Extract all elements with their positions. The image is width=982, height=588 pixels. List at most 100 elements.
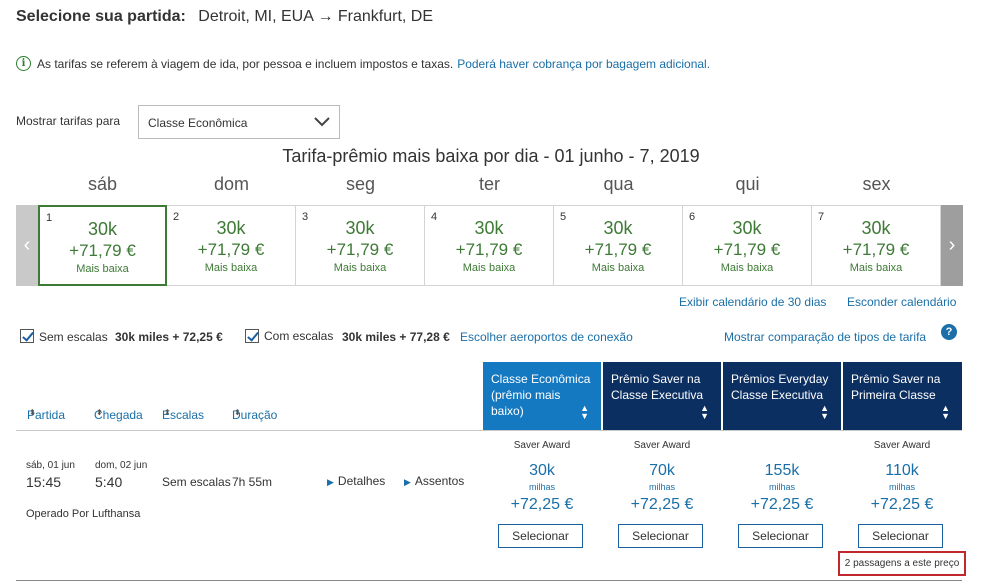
connection-airports-link[interactable]: Escolher aeroportos de conexão xyxy=(460,330,633,344)
day-lowest-label: Mais baixa xyxy=(204,262,258,274)
column-title-line: Prêmios Everyday xyxy=(731,372,829,386)
day-miles: 30k xyxy=(861,218,891,238)
operated-by: Operado Por Lufthansa xyxy=(26,508,141,520)
fare-comparison-link[interactable]: Mostrar comparação de tipos de tarifa xyxy=(724,330,927,344)
miles-label: milhas xyxy=(768,482,795,492)
heading-label: Selecione sua partida: xyxy=(16,8,186,25)
fare-cell-business-saver: Saver Award 70k milhas +72,25 € Selecion… xyxy=(602,440,722,550)
dow-label: sex xyxy=(862,174,891,194)
fare-miles: 30k xyxy=(529,462,555,479)
select-business-everyday-button[interactable]: Selecionar xyxy=(738,524,823,548)
day-lowest-label: Mais baixa xyxy=(333,262,387,274)
page-heading: Selecione sua partida: Detroit, MI, EUA … xyxy=(16,8,433,26)
table-divider xyxy=(16,430,962,431)
select-business-saver-button[interactable]: Selecionar xyxy=(618,524,703,548)
dow-label: dom xyxy=(213,174,249,194)
connecting-checkbox[interactable] xyxy=(245,329,259,343)
column-title-line: Primeira Classe xyxy=(851,388,936,402)
day-lowest-label: Mais baixa xyxy=(720,262,774,274)
chevron-down-icon xyxy=(314,117,330,127)
fare-class-select[interactable]: Classe Econômica xyxy=(138,105,340,139)
fare-column-business-saver[interactable]: Prêmio Saver na Classe Executiva ▲ ▼ xyxy=(603,362,721,430)
seats-link[interactable]: ▶ Assentos xyxy=(404,474,464,488)
seats-remaining-note: 2 passagens a este preço xyxy=(838,551,966,576)
stops-value: Sem escalas xyxy=(162,475,231,489)
calendar-day-cell[interactable]: 2 30k +71,79 € Mais baixa xyxy=(167,205,296,286)
fare-price: +72,25 € xyxy=(750,496,814,513)
fare-price: +72,25 € xyxy=(630,496,694,513)
sort-label: Chegada xyxy=(94,408,143,422)
day-lowest-label: Mais baixa xyxy=(591,262,645,274)
column-title-line: (prêmio mais xyxy=(491,388,561,402)
fare-cell-economy: Saver Award 30k milhas +72,25 € Selecion… xyxy=(482,440,602,550)
calendar-title: Tarifa-prêmio mais baixa por dia - 01 ju… xyxy=(282,146,700,166)
connecting-price: 30k miles + 77,28 € xyxy=(342,330,450,344)
chevron-left-icon: ‹ xyxy=(23,234,31,256)
help-icon[interactable]: ? xyxy=(941,324,957,340)
dow-label: qui xyxy=(735,174,760,194)
day-miles: 30k xyxy=(732,218,762,238)
stops-filter-row: Sem escalas 30k miles + 72,25 € Com esca… xyxy=(0,324,982,348)
arrival-time: 5:40 xyxy=(95,474,123,490)
day-price: +71,79 € xyxy=(197,240,265,259)
hide-calendar-link[interactable]: Esconder calendário xyxy=(847,295,957,309)
calendar-prev-button[interactable]: ‹ xyxy=(16,205,38,286)
fare-miles: 155k xyxy=(764,462,800,479)
award-type: Saver Award xyxy=(513,440,571,451)
fare-cell-first-saver: Saver Award 110k milhas +72,25 € Selecio… xyxy=(842,440,962,550)
dow-label: seg xyxy=(345,174,376,194)
caret-right-icon: ▶ xyxy=(327,477,334,487)
day-number: 2 xyxy=(173,211,180,223)
details-link[interactable]: ▶ Detalhes xyxy=(327,474,385,488)
day-price: +71,79 € xyxy=(713,240,781,259)
duration-value: 7h 55m xyxy=(232,475,273,489)
calendar-day-cell[interactable]: 4 30k +71,79 € Mais baixa xyxy=(425,205,554,286)
dow-label: qua xyxy=(603,174,634,194)
fare-cell-business-everyday: 155k milhas +72,25 € Selecionar xyxy=(722,440,842,550)
fare-column-economy[interactable]: Classe Econômica (prêmio mais baixo) ▲ ▼ xyxy=(483,362,601,430)
sort-arrows-icon: ▲ ▼ xyxy=(820,403,829,421)
calendar-day-cell[interactable]: 7 30k +71,79 € Mais baixa xyxy=(812,205,941,286)
day-number: 6 xyxy=(689,211,696,223)
column-title-line: Classe Executiva xyxy=(731,388,824,402)
sort-header-row: Partida ⬍ Chegada ⬍ Escalas ⬍ Duração ⬍ xyxy=(0,408,480,424)
fare-column-business-everyday[interactable]: Prêmios Everyday Classe Executiva ▲ ▼ xyxy=(723,362,841,430)
day-price: +71,79 € xyxy=(584,240,652,259)
calendar-day-cell[interactable]: 5 30k +71,79 € Mais baixa xyxy=(554,205,683,286)
fare-price: +72,25 € xyxy=(510,496,574,513)
sort-label: Duração xyxy=(232,408,278,422)
fare-column-first-saver[interactable]: Prêmio Saver na Primeira Classe ▲ ▼ xyxy=(843,362,962,430)
sort-icon: ⬍ xyxy=(29,408,36,417)
calendar-next-button[interactable]: › xyxy=(941,205,963,286)
baggage-fee-link[interactable]: Poderá haver cobrança por bagagem adicio… xyxy=(457,56,711,71)
day-price: +71,79 € xyxy=(455,240,523,259)
calendar-day-cell[interactable]: 3 30k +71,79 € Mais baixa xyxy=(296,205,425,286)
sort-icon: ⬍ xyxy=(234,408,241,417)
miles-label: milhas xyxy=(888,482,915,492)
arrival-date: dom, 02 jun xyxy=(95,460,148,471)
day-price: +71,79 € xyxy=(69,241,136,260)
dow-label: ter xyxy=(478,174,500,194)
info-icon: i xyxy=(16,56,31,71)
column-title-line: Prêmio Saver na xyxy=(851,372,941,386)
select-economy-button[interactable]: Selecionar xyxy=(498,524,583,548)
caret-right-icon: ▶ xyxy=(404,477,411,487)
column-title-line: Classe Executiva xyxy=(611,388,704,402)
fare-miles: 110k xyxy=(885,462,919,479)
day-number: 5 xyxy=(560,211,567,223)
show-30-day-calendar-link[interactable]: Exibir calendário de 30 dias xyxy=(679,295,827,309)
calendar-day-cell[interactable]: 1 30k +71,79 € Mais baixa xyxy=(38,205,167,286)
calendar-day-cell[interactable]: 6 30k +71,79 € Mais baixa xyxy=(683,205,812,286)
nonstop-checkbox[interactable] xyxy=(20,329,34,343)
award-type: Saver Award xyxy=(633,440,691,451)
day-miles: 30k xyxy=(216,218,246,238)
day-number: 4 xyxy=(431,211,438,223)
sort-arrows-icon: ▲ ▼ xyxy=(941,403,950,421)
column-title-line: Classe Econômica xyxy=(491,372,591,386)
column-title-line: Prêmio Saver na xyxy=(611,372,701,386)
sort-arrows-icon: ▲ ▼ xyxy=(700,403,709,421)
details-link-label: Detalhes xyxy=(337,474,386,488)
row-divider xyxy=(16,580,962,581)
select-first-saver-button[interactable]: Selecionar xyxy=(858,524,943,548)
fare-price: +72,25 € xyxy=(870,496,934,513)
